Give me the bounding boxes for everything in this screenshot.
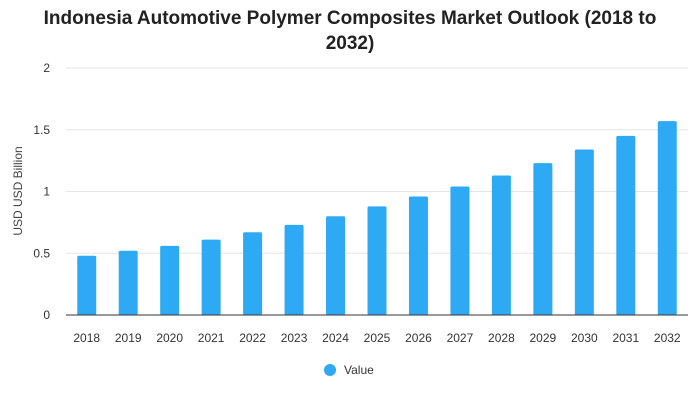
x-tick-label: 2018 [73, 331, 100, 345]
bar-2018[interactable] [77, 255, 97, 315]
x-tick-label: 2021 [198, 331, 225, 345]
x-tick-label: 2019 [115, 331, 142, 345]
y-tick-label: 2 [43, 61, 50, 75]
bar-2026[interactable] [408, 196, 428, 315]
legend[interactable]: Value [324, 363, 374, 377]
x-tick-label: 2020 [156, 331, 183, 345]
y-tick-label: 0.5 [33, 246, 50, 260]
y-tick-label: 1 [43, 185, 50, 199]
bar-2020[interactable] [160, 245, 180, 315]
axes: 0 0.5 1 1.5 2 2018 2019 2020 2021 2022 2023 2024 202… [33, 61, 688, 345]
bar-2025[interactable] [367, 206, 387, 315]
bar-2024[interactable] [326, 216, 346, 315]
x-tick-label: 2026 [405, 331, 432, 345]
bar-2028[interactable] [491, 175, 511, 315]
bar-2021[interactable] [201, 239, 221, 315]
y-tick-label: 0 [43, 308, 50, 322]
x-tick-label: 2032 [654, 331, 681, 345]
bar-2032[interactable] [657, 121, 677, 315]
x-tick-label: 2031 [612, 331, 639, 345]
y-tick-label: 1.5 [33, 123, 50, 137]
x-tick-label: 2029 [530, 331, 557, 345]
bar-2027[interactable] [450, 186, 470, 315]
x-tick-label: 2022 [239, 331, 266, 345]
bar-2022[interactable] [243, 232, 263, 315]
chart-title: Indonesia Automotive Polymer Composites … [43, 8, 657, 54]
bar-2029[interactable] [533, 163, 553, 315]
x-tick-label: 2024 [322, 331, 349, 345]
y-axis-title: USD USD Billion [11, 146, 25, 235]
legend-marker[interactable] [324, 364, 336, 376]
x-tick-label: 2025 [364, 331, 391, 345]
bar-2031[interactable] [616, 135, 636, 315]
bar-2019[interactable] [118, 250, 138, 315]
x-tick-label: 2027 [447, 331, 474, 345]
x-tick-label: 2030 [571, 331, 598, 345]
legend-label[interactable]: Value [344, 363, 374, 377]
bars [77, 121, 677, 315]
x-tick-label: 2028 [488, 331, 515, 345]
bar-2030[interactable] [574, 149, 594, 315]
bar-2023[interactable] [284, 224, 304, 315]
x-tick-label: 2023 [281, 331, 308, 345]
